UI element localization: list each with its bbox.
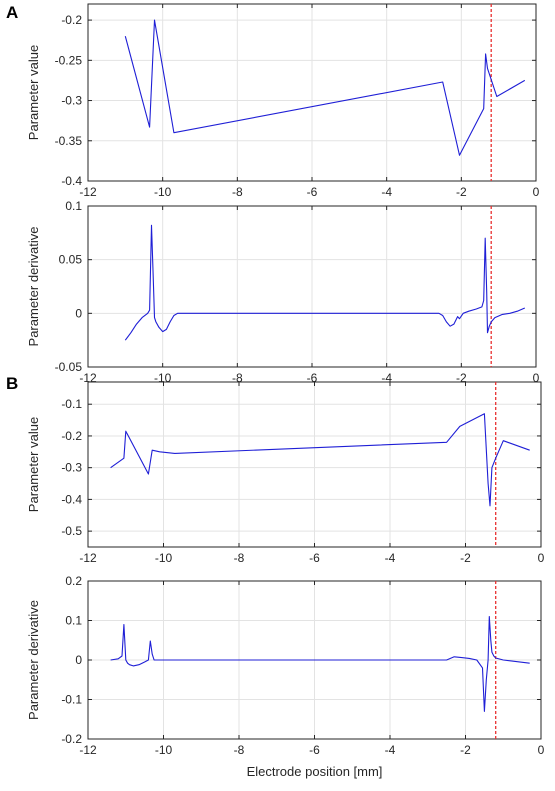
x-tick-label: -8	[234, 551, 245, 565]
panel-label-b: B	[6, 374, 19, 393]
y-axis-label: Parameter derivative	[26, 600, 41, 720]
y-tick-label: -0.1	[61, 693, 82, 707]
x-tick-label: 0	[538, 743, 545, 757]
y-tick-label: -0.2	[61, 13, 82, 27]
x-tick-label: -6	[309, 743, 320, 757]
x-tick-label: -12	[79, 551, 97, 565]
x-tick-label: -6	[307, 371, 318, 385]
x-tick-label: 0	[533, 185, 540, 199]
x-axis-label: Electrode position [mm]	[247, 764, 383, 779]
series-line	[124, 224, 526, 341]
y-tick-label: -0.35	[55, 134, 83, 148]
chart-4: -12 -10 -8 -6 -4 -2 0 -0.2 -0.1 0 0.1 0.2 Parameter …	[26, 574, 545, 779]
y-tick-label: 0.2	[65, 574, 82, 588]
x-tick-label: -8	[232, 185, 243, 199]
x-tick-label: -8	[234, 743, 245, 757]
series-line	[124, 19, 526, 156]
x-tick-label: -4	[385, 743, 396, 757]
y-tick-label: -0.05	[55, 360, 83, 374]
y-tick-label: 0	[75, 306, 82, 320]
x-tick-label: -2	[460, 551, 471, 565]
x-tick-label: -6	[309, 551, 320, 565]
y-tick-label: 0.1	[65, 614, 82, 628]
x-tick-label: -10	[154, 185, 172, 199]
x-tick-label: -4	[381, 371, 392, 385]
panel-label-a: A	[6, 3, 19, 22]
x-tick-label: 0	[538, 551, 545, 565]
y-tick-label: -0.4	[61, 174, 82, 188]
x-tick-label: -12	[79, 185, 97, 199]
y-axis-label: Parameter value	[26, 45, 41, 140]
series-line	[110, 615, 530, 712]
x-tick-label: -2	[456, 185, 467, 199]
x-tick-label: -4	[381, 185, 392, 199]
chart-3: -12 -10 -8 -6 -4 -2 0 -0.5 -0.4 -0.3 -0.2 -0.1 Param…	[26, 381, 545, 565]
y-axis-label: Parameter value	[26, 417, 41, 512]
x-tick-label: -10	[155, 551, 173, 565]
x-tick-label: -6	[307, 185, 318, 199]
x-tick-label: -4	[385, 551, 396, 565]
y-tick-label: -0.5	[61, 524, 82, 538]
chart-1: -12 -10 -8 -6 -4 -2 0 -0.4 -0.35 -0.3 -0.25 -0.2 Par…	[26, 3, 540, 199]
x-tick-label: -2	[456, 371, 467, 385]
y-axis-label: Parameter derivative	[26, 227, 41, 347]
y-tick-label: 0.1	[65, 199, 82, 213]
y-tick-label: -0.3	[61, 94, 82, 108]
y-tick-label: -0.2	[61, 732, 82, 746]
y-tick-label: -0.25	[55, 53, 83, 67]
y-tick-label: -0.1	[61, 397, 82, 411]
y-tick-label: 0.05	[59, 253, 83, 267]
x-tick-label: -2	[460, 743, 471, 757]
y-tick-label: -0.4	[61, 492, 82, 506]
x-tick-label: 0	[533, 371, 540, 385]
x-tick-label: -10	[155, 743, 173, 757]
y-tick-label: -0.3	[61, 461, 82, 475]
x-tick-label: -8	[232, 371, 243, 385]
series-line	[110, 413, 530, 507]
x-tick-label: -12	[79, 743, 97, 757]
y-tick-label: 0	[75, 653, 82, 667]
y-tick-label: -0.2	[61, 429, 82, 443]
